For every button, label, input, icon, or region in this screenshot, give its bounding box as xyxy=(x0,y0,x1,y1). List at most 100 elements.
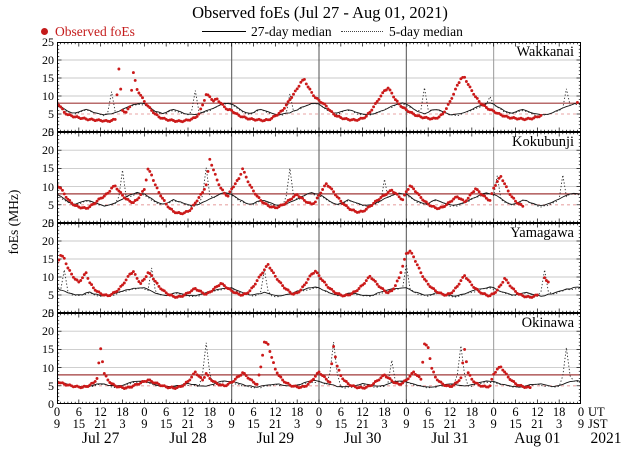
jst-tick-label: 9 xyxy=(403,417,410,431)
y-tick-label: 25 xyxy=(42,35,54,49)
jst-tick-label: 9 xyxy=(141,417,148,431)
y-tick-label: 15 xyxy=(42,342,54,357)
y-tick-label: 20 xyxy=(42,53,54,67)
ut-tick-label: 18 xyxy=(378,405,391,419)
jst-tick-label: 9 xyxy=(577,417,585,431)
y-tick-label: 0 xyxy=(48,306,54,320)
ut-tick-label: 12 xyxy=(531,405,544,419)
station-panel-wakkanai: Wakkanai xyxy=(57,42,581,132)
ut-tick-label: 18 xyxy=(552,405,566,419)
year-label: 2021 xyxy=(590,430,622,447)
jst-tick-label: 15 xyxy=(159,417,173,431)
ut-tick-label: 0 xyxy=(577,405,585,419)
ut-tick-label: 0 xyxy=(490,405,497,419)
ut-tick-label: 6 xyxy=(163,405,170,419)
jst-tick-label: 21 xyxy=(181,417,195,431)
y-tick-label: 0 xyxy=(48,216,54,230)
y-tick-label: 25 xyxy=(42,306,54,320)
jst-tick-label: 15 xyxy=(72,417,86,431)
y-tick-label: 5 xyxy=(48,378,54,393)
ut-tick-label: 0 xyxy=(228,405,235,419)
legend-27day-label: 27-day median xyxy=(251,24,332,39)
station-panel-yamagawa: Yamagawa xyxy=(57,223,581,313)
chart-title: Observed foEs (Jul 27 - Aug 01, 2021) xyxy=(192,3,448,22)
jst-tick-label: 15 xyxy=(509,417,522,431)
y-tick-label: 10 xyxy=(42,89,54,103)
ut-tick-label: 12 xyxy=(443,405,457,419)
y-tick-label: 10 xyxy=(42,360,54,375)
ut-tick-label: 6 xyxy=(75,405,82,419)
ut-tick-label: 12 xyxy=(181,405,195,419)
jst-tick-label: 21 xyxy=(531,417,544,431)
ut-tick-label: 12 xyxy=(269,405,282,419)
y-tick-label: 10 xyxy=(42,270,54,284)
jst-tick-label: 21 xyxy=(356,417,369,431)
ut-tick-label: 12 xyxy=(94,405,107,419)
station-label: Yamagawa xyxy=(510,225,574,241)
y-tick-label: 0 xyxy=(48,397,54,411)
jst-tick-label: 15 xyxy=(334,417,348,431)
station-label: Kokubunji xyxy=(512,134,574,150)
date-label: Jul 28 xyxy=(169,430,207,447)
jst-tick-label: 21 xyxy=(269,417,282,431)
jst-suffix-label: JST xyxy=(588,417,608,431)
legend-observed-label: Observed foEs xyxy=(55,24,135,39)
y-tick-label: 20 xyxy=(42,324,54,339)
jst-tick-label: 9 xyxy=(315,417,323,431)
y-tick-label: 5 xyxy=(48,197,54,212)
y-tick-label: 20 xyxy=(42,143,54,158)
y-tick-label: 0 xyxy=(48,125,54,139)
date-label: Aug 01 xyxy=(514,430,561,447)
ut-tick-label: 0 xyxy=(141,405,148,419)
y-tick-label: 20 xyxy=(42,234,54,248)
jst-tick-label: 3 xyxy=(206,417,213,431)
station-panel-kokubunji: Kokubunji xyxy=(57,132,581,223)
ut-tick-label: 18 xyxy=(203,405,217,419)
date-label: Jul 30 xyxy=(343,430,382,447)
ut-tick-label: 18 xyxy=(116,405,129,419)
jst-tick-label: 3 xyxy=(381,417,388,431)
station-label: Okinawa xyxy=(522,315,575,331)
observed-dot-icon xyxy=(41,28,48,35)
y-tick-label: 5 xyxy=(48,107,54,121)
ut-tick-label: 6 xyxy=(512,405,519,419)
jst-tick-label: 21 xyxy=(443,417,457,431)
jst-tick-label: 9 xyxy=(228,417,235,431)
y-tick-label: 10 xyxy=(42,179,54,194)
station-panel-okinawa: Okinawa xyxy=(57,313,581,404)
y-tick-label: 25 xyxy=(42,216,54,230)
date-label: Jul 31 xyxy=(431,430,469,447)
jst-tick-label: 15 xyxy=(247,417,260,431)
date-label: Jul 29 xyxy=(256,430,295,447)
ut-tick-label: 0 xyxy=(315,405,323,419)
jst-tick-label: 3 xyxy=(294,417,301,431)
jst-tick-label: 3 xyxy=(556,417,563,431)
jst-tick-label: 9 xyxy=(53,417,61,431)
jst-tick-label: 15 xyxy=(421,417,435,431)
date-label: Jul 27 xyxy=(81,430,120,447)
ut-tick-label: 0 xyxy=(53,405,61,419)
jst-tick-label: 3 xyxy=(468,417,475,431)
ut-tick-label: 18 xyxy=(290,405,304,419)
solid-line-icon xyxy=(202,31,246,32)
ut-tick-label: 6 xyxy=(425,405,432,419)
ut-tick-label: 18 xyxy=(465,405,479,419)
y-tick-label: 15 xyxy=(42,161,54,176)
ut-tick-label: 6 xyxy=(250,405,257,419)
y-tick-label: 25 xyxy=(42,125,54,139)
legend-5day-label: 5-day median xyxy=(389,24,463,39)
jst-tick-label: 3 xyxy=(119,417,126,431)
ut-tick-label: 12 xyxy=(356,405,369,419)
y-axis-label: foEs (MHz) xyxy=(6,189,21,255)
y-tick-label: 15 xyxy=(42,71,54,85)
y-tick-label: 15 xyxy=(42,252,54,266)
ut-suffix-label: UT xyxy=(588,405,605,419)
y-tick-label: 5 xyxy=(48,288,54,302)
station-label: Wakkanai xyxy=(516,44,574,60)
ut-tick-label: 6 xyxy=(337,405,344,419)
jst-tick-label: 21 xyxy=(94,417,107,431)
jst-tick-label: 9 xyxy=(490,417,497,431)
dotted-line-icon xyxy=(341,31,383,32)
ut-tick-label: 0 xyxy=(403,405,410,419)
